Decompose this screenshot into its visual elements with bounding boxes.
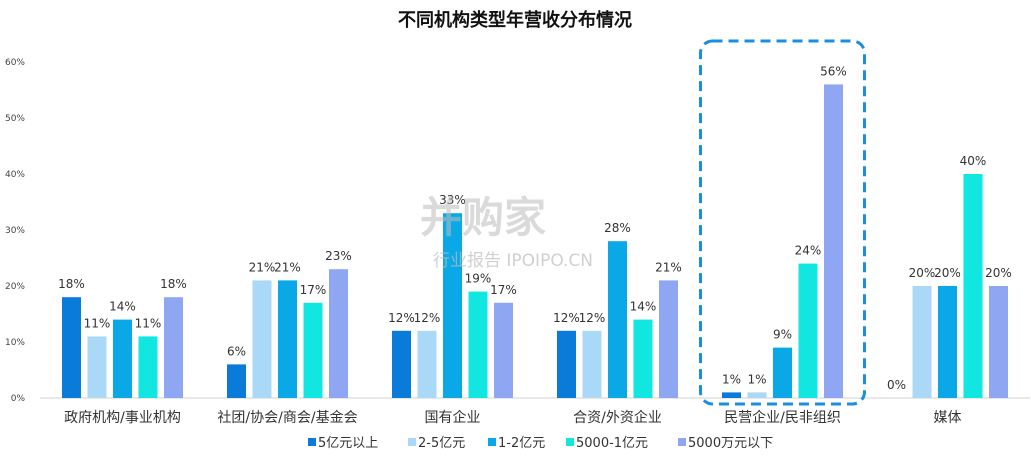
legend-label: 5亿元以上 (318, 436, 378, 451)
bar (582, 330, 602, 398)
bar (227, 364, 246, 398)
category-label: 社团/协会/商会/基金会 (217, 409, 357, 426)
category-labels: 政府机构/事业机构 社团/协会/商会/基金会 国有企业 合资/外资企业 民营企业/民非组… (64, 409, 961, 426)
bar (87, 336, 107, 398)
bar (113, 319, 132, 398)
data-label: 20% (909, 266, 936, 280)
category-label: 媒体 (934, 410, 962, 426)
legend-label: 5000-1亿元 (576, 436, 648, 451)
bar (938, 286, 957, 398)
data-label: 18% (160, 277, 187, 291)
axes: 0% 10% 20% 30% 40% 50% 60% (5, 58, 1030, 404)
chart-title: 不同机构类型年营收分布情况 (398, 9, 632, 31)
data-label: 11% (135, 316, 162, 330)
data-label: 14% (630, 300, 657, 314)
data-label: 23% (325, 249, 352, 263)
bar (798, 263, 818, 398)
legend-swatch (408, 438, 416, 446)
bars (62, 84, 1008, 399)
watermark: 并购家 行业报告 IPOIPO.CN (420, 193, 593, 271)
bar (557, 330, 576, 398)
data-label: 19% (465, 272, 492, 286)
bar (659, 280, 678, 398)
bar (468, 291, 488, 398)
data-label: 28% (604, 221, 631, 235)
category-label: 国有企业 (425, 409, 481, 426)
category-label: 合资/外资企业 (573, 409, 662, 426)
data-label: 33% (439, 193, 466, 207)
data-label: 17% (490, 283, 517, 297)
highlight-box (699, 39, 866, 406)
data-label: 40% (960, 154, 987, 168)
bar (608, 241, 627, 398)
data-label: 11% (84, 316, 111, 330)
data-label: 17% (300, 283, 327, 297)
bar (417, 330, 437, 398)
legend-swatch (566, 438, 574, 446)
y-tick-label: 20% (5, 282, 25, 292)
bar (912, 286, 932, 398)
data-label: 18% (58, 277, 85, 291)
data-label: 12% (553, 311, 580, 325)
legend-swatch (488, 438, 496, 446)
bar (494, 302, 513, 398)
legend-label: 1-2亿元 (498, 436, 545, 451)
legend-label: 2-5亿元 (418, 436, 465, 451)
category-label: 政府机构/事业机构 (64, 410, 181, 426)
data-label: 12% (414, 311, 441, 325)
data-label: 24% (795, 244, 822, 258)
bar (329, 269, 348, 398)
data-label: 1% (722, 372, 741, 386)
bar (138, 336, 158, 398)
legend-swatch (308, 438, 316, 446)
legend: 5亿元以上 2-5亿元 1-2亿元 5000-1亿元 5000万元以下 (308, 436, 773, 451)
data-label: 6% (227, 344, 246, 358)
y-tick-label: 60% (5, 58, 25, 68)
bar (722, 392, 741, 398)
data-label: 20% (934, 266, 961, 280)
bar (164, 297, 183, 398)
highlight-dashed-box (699, 39, 866, 406)
bar (963, 174, 983, 398)
bar (443, 213, 462, 398)
data-label: 20% (985, 266, 1012, 280)
data-label: 1% (747, 372, 766, 386)
watermark-sub: 行业报告 IPOIPO.CN (433, 251, 593, 271)
data-label: 12% (579, 311, 606, 325)
bar (278, 280, 297, 398)
watermark-main: 并购家 (420, 193, 546, 242)
y-tick-label: 0% (11, 394, 26, 404)
bar (824, 84, 843, 399)
bar (252, 280, 272, 398)
data-label: 56% (820, 64, 847, 78)
data-label: 21% (655, 260, 682, 274)
legend-swatch (678, 438, 686, 446)
y-tick-label: 30% (5, 226, 25, 236)
category-label: 民营企业/民非组织 (724, 409, 841, 426)
bar (303, 302, 323, 398)
y-tick-label: 50% (5, 114, 25, 124)
data-label: 21% (249, 260, 276, 274)
data-labels: 18%11%14%11%18%6%21%21%17%23%12%12%33%19… (58, 64, 1012, 392)
data-label: 21% (274, 260, 301, 274)
bar (392, 330, 411, 398)
bar (633, 319, 653, 398)
legend-label: 5000万元以下 (688, 436, 773, 451)
data-label: 0% (887, 378, 906, 392)
bar (773, 347, 792, 398)
y-tick-label: 10% (5, 338, 25, 348)
bar (989, 286, 1008, 398)
bar (62, 297, 81, 398)
data-label: 14% (109, 300, 136, 314)
bar (747, 392, 767, 398)
data-label: 9% (773, 328, 792, 342)
y-tick-label: 40% (5, 170, 25, 180)
data-label: 12% (388, 311, 415, 325)
